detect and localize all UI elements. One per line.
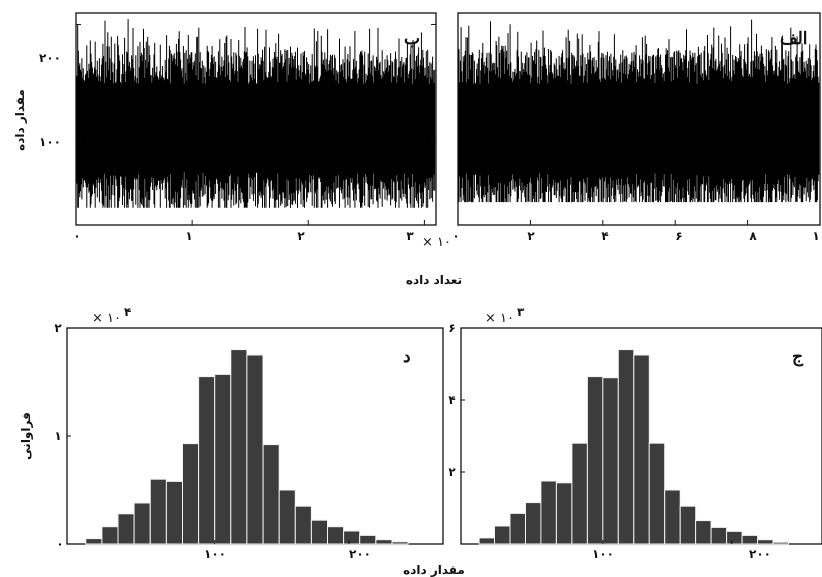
panel-j-ytick-6: ۶ — [448, 321, 455, 335]
histogram-bar — [117, 513, 135, 545]
panel-b-ytick-200: ۲۰۰ — [39, 51, 61, 65]
histogram-bar — [310, 519, 328, 545]
panel-b-x-multiplier: × ۱۰ — [422, 235, 451, 250]
histogram-bar — [710, 526, 728, 545]
panel-j-xtick-100: ۱۰۰ — [592, 547, 614, 561]
panel-d-xtick-200: ۲۰۰ — [349, 547, 371, 561]
panel-d: د × ۱۰ ۴ ۲ ۱ ۰ فراوانی ۱۰۰ ۲۰۰ — [19, 305, 444, 561]
panel-j-ytick-4: ۴ — [448, 393, 455, 407]
panel-d-label: د — [403, 347, 411, 367]
panel-d-y-multiplier: × ۱۰ — [92, 311, 121, 326]
histogram-bar — [772, 541, 789, 545]
panel-alef-signal — [458, 19, 820, 203]
panel-j-ytick-2: ۲ — [448, 465, 456, 479]
signal-trace — [458, 19, 820, 203]
panel-b-frame — [75, 12, 437, 226]
panel-j: ج × ۱۰ ۳ ۶ ۴ ۲ ۱۰۰ ۲۰۰ — [448, 305, 822, 561]
panel-b-ytick-100: ۱۰۰ — [39, 135, 61, 149]
panel-alef-ticks — [457, 220, 821, 225]
histogram-bar — [478, 537, 496, 545]
panel-alef-xtick-10: ۱ — [812, 229, 819, 243]
panel-alef-xtick-2: ۲ — [527, 229, 535, 243]
panel-j-y-exponent: ۳ — [517, 305, 525, 319]
histogram-bar — [586, 376, 604, 545]
histogram-bar — [165, 480, 183, 545]
panel-alef-xtick-6: ۶ — [675, 229, 682, 243]
histogram-bar — [509, 512, 526, 545]
histogram-bar — [101, 526, 119, 545]
panel-j-label: ج — [792, 347, 804, 367]
panel-b-xtick-1: ۱ — [185, 229, 192, 243]
histogram-bar — [278, 489, 296, 545]
panel-j-xtick-200: ۲۰۰ — [749, 547, 771, 561]
panel-b-label: ب — [404, 29, 420, 49]
histogram-bar — [571, 442, 588, 545]
panel-b-xtick-0: ۰ — [73, 229, 80, 243]
histogram-bar — [85, 538, 103, 545]
histogram-bar — [664, 489, 681, 545]
histogram-bar — [214, 373, 232, 545]
panel-d-ytick-1: ۱ — [54, 429, 61, 443]
histogram-bar — [391, 541, 409, 545]
histogram-bar — [494, 525, 511, 545]
panel-alef-xtick-4: ۴ — [601, 229, 608, 243]
histogram-bar — [133, 502, 151, 545]
histogram-bar — [679, 505, 697, 545]
panel-d-ytick-0: ۰ — [56, 537, 63, 551]
histogram-bar — [327, 526, 345, 545]
panel-alef-xtick-0: ۰ — [452, 229, 459, 243]
histogram-bar — [149, 478, 167, 545]
histogram-bar — [555, 482, 573, 545]
histogram-bar — [198, 376, 216, 545]
panel-d-ytick-2: ۲ — [54, 321, 62, 335]
panel-d-xtick-100: ۱۰۰ — [204, 547, 226, 561]
histogram-bar — [375, 539, 393, 545]
panel-alef-label: الف — [780, 29, 808, 49]
panel-d-ylabel: فراوانی — [19, 412, 34, 460]
panel-d-bars — [67, 327, 409, 545]
histogram-bar — [246, 354, 264, 545]
panel-d-y-exponent: ۴ — [124, 305, 131, 319]
histogram-bar — [525, 502, 542, 545]
histogram-bar — [343, 530, 361, 545]
panel-b-xtick-2: ۲ — [297, 229, 305, 243]
panel-b-ticks — [75, 23, 436, 225]
panel-j-y-multiplier: × ۱۰ — [485, 311, 514, 326]
histogram-bar — [294, 505, 312, 545]
histogram-bar — [695, 520, 712, 545]
panel-alef-xtick-8: ۸ — [749, 229, 757, 243]
histogram-bar — [757, 539, 774, 545]
histogram-bar — [602, 377, 619, 545]
histogram-bar — [540, 480, 557, 545]
panel-alef: الف ۰ ۲ ۴ ۶ ۸ ۱ — [452, 12, 821, 243]
histogram-bar — [648, 442, 666, 545]
histogram-bar — [633, 354, 650, 545]
histogram-bar — [230, 349, 248, 545]
bottom-xlabel: مقدار داده — [403, 563, 465, 577]
histogram-bar — [741, 534, 759, 545]
panel-b-signal — [76, 19, 436, 208]
panel-b: ب ۲۰۰ ۱۰۰ مقدار داده ۰ ۱ ۲ ۳ × ۱۰ — [13, 12, 451, 250]
histogram-bar — [617, 349, 635, 545]
histogram-bar — [726, 530, 743, 545]
histogram-bar — [262, 444, 280, 545]
histogram-bar — [359, 534, 377, 545]
panel-j-bars — [461, 327, 789, 545]
signal-trace — [76, 19, 436, 208]
panel-b-xtick-3: ۳ — [406, 229, 414, 243]
panel-b-ylabel: مقدار داده — [13, 89, 27, 151]
histogram-bar — [182, 443, 200, 545]
top-xlabel: تعداد داده — [406, 273, 462, 287]
panel-alef-frame — [457, 12, 821, 226]
